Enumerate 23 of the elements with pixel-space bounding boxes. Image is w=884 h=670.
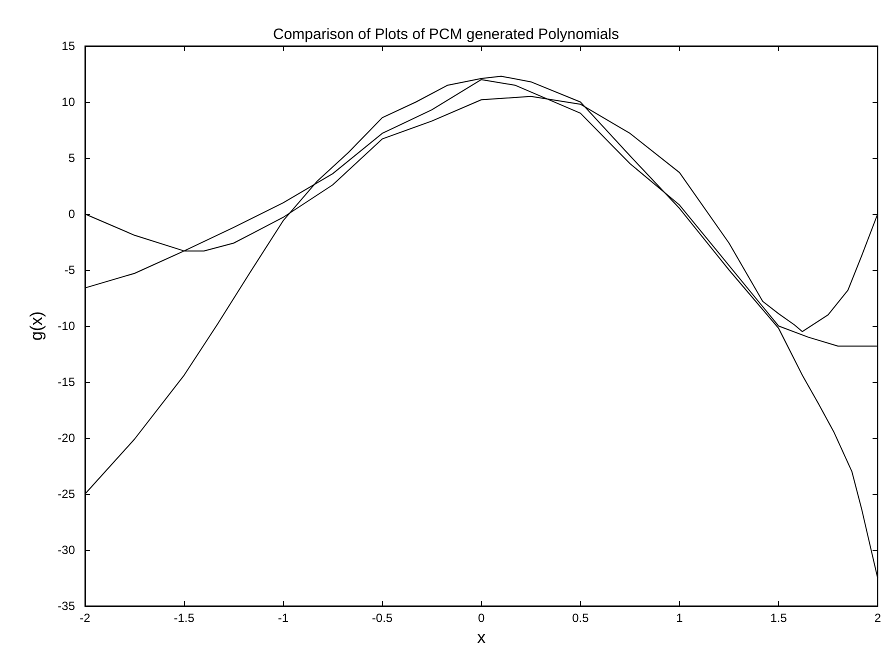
x-tick-label: -2 <box>80 611 91 625</box>
x-tick-label: -1.5 <box>174 611 195 625</box>
y-tick-label: 15 <box>62 39 76 53</box>
y-tick-label: -15 <box>58 375 76 389</box>
x-axis-title: x <box>477 628 486 647</box>
y-tick-label: 0 <box>68 207 76 221</box>
y-tick-label: -35 <box>58 599 76 613</box>
x-tick-label: 1 <box>676 611 684 625</box>
y-tick-label: 10 <box>62 95 76 109</box>
y-tick-label: -10 <box>58 319 76 333</box>
x-tick-label: -0.5 <box>372 611 393 625</box>
y-tick-label: -25 <box>58 487 76 501</box>
y-tick-label: -5 <box>64 263 76 277</box>
chart-title: Comparison of Plots of PCM generated Polynomials <box>273 26 619 43</box>
x-tick-label: 1.5 <box>770 611 788 625</box>
y-tick-label: -20 <box>58 431 76 445</box>
y-tick-label: 5 <box>68 151 76 165</box>
y-axis-title: g(x) <box>27 311 46 341</box>
x-tick-label: 2 <box>874 611 882 625</box>
x-tick-label: 0.5 <box>572 611 590 625</box>
y-tick-label: -30 <box>58 543 76 557</box>
x-tick-label: -1 <box>278 611 289 625</box>
x-tick-label: 0 <box>478 611 485 625</box>
